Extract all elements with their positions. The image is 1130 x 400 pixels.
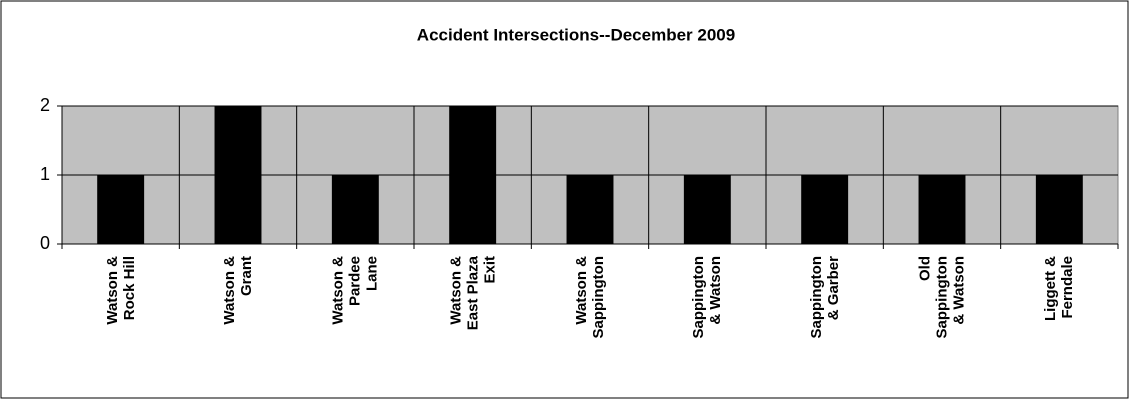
y-tick-label: 0 bbox=[40, 233, 50, 253]
bar bbox=[214, 106, 262, 244]
x-tick-label: Watson & Sappington bbox=[573, 256, 607, 339]
bar bbox=[566, 175, 614, 244]
x-tick-label: Sappington & Garber bbox=[807, 256, 842, 339]
chart-title: Accident Intersections--December 2009 bbox=[417, 25, 735, 44]
x-tick-label: Watson & Rock Hill bbox=[103, 256, 138, 325]
bar bbox=[449, 106, 497, 244]
bar bbox=[683, 175, 731, 244]
x-tick-label: Sappington & Watson bbox=[690, 256, 725, 339]
y-tick-label: 1 bbox=[40, 164, 50, 184]
x-tick-label: Watson & Grant bbox=[221, 256, 255, 325]
bar bbox=[918, 175, 966, 244]
bar bbox=[1035, 175, 1083, 244]
x-tick-label: Liggett & Ferndale bbox=[1042, 256, 1077, 321]
bar bbox=[97, 175, 145, 244]
bar bbox=[801, 175, 849, 244]
bar bbox=[331, 175, 379, 244]
x-tick-label: Old Sappington & Watson bbox=[916, 256, 968, 339]
y-tick-label: 2 bbox=[40, 95, 50, 115]
x-tick-label: Watson & East Plaza Exit bbox=[447, 256, 499, 331]
x-tick-label: Watson & Pardee Lane bbox=[329, 256, 381, 325]
